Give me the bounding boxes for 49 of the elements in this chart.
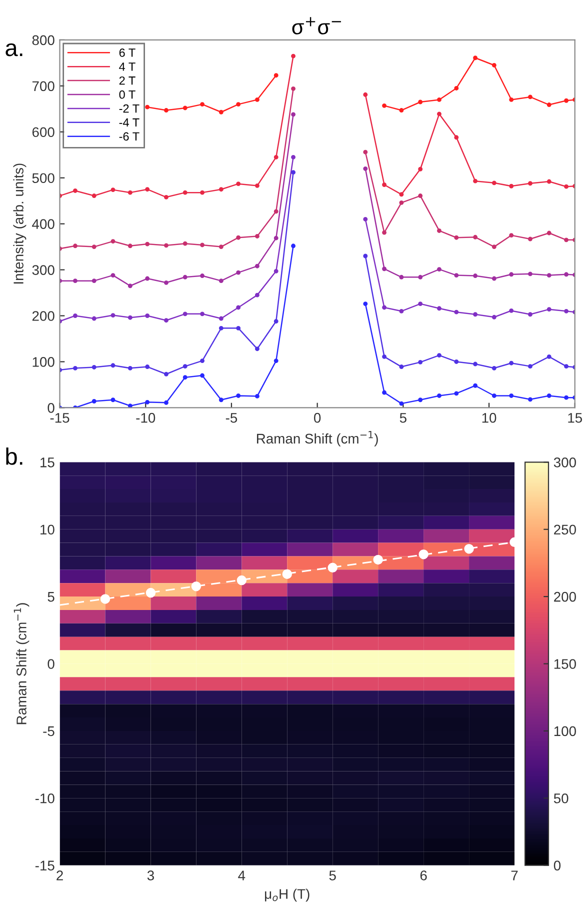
color-bar-label: 150	[554, 659, 576, 669]
x-tick-label: 10	[482, 412, 496, 423]
x-tick-label: 7	[511, 870, 518, 880]
y-axis-title: Intensity (arb. units)	[13, 164, 26, 284]
y-tick-label: 100	[32, 357, 54, 367]
x-tick-label: 2	[56, 870, 63, 880]
color-bar-label: 50	[554, 793, 568, 804]
y-tick-label: -10	[35, 793, 54, 804]
x-tick-label: 3	[147, 870, 154, 880]
x-tick-label: 15	[568, 413, 582, 423]
legend-label: 0 T	[119, 90, 136, 99]
x-tick-label: 4	[238, 870, 246, 880]
legend-label: 6 T	[119, 48, 136, 57]
color-bar-label: 250	[554, 524, 576, 535]
color-bar-label: 200	[554, 592, 576, 602]
color-bar-label: 300	[554, 458, 576, 468]
y-tick-label: -15	[35, 860, 54, 870]
y-tick-label: -5	[43, 726, 54, 736]
x-tick-label: 0	[314, 412, 321, 423]
y-tick-label: 10	[40, 524, 54, 535]
x-tick-label: 5	[400, 413, 406, 423]
color-bar-label: 0	[554, 860, 561, 870]
y-tick-label: 800	[32, 35, 54, 46]
x-tick-label: 5	[329, 870, 336, 880]
x-axis-title: μ$_{o}$H (T)	[265, 888, 310, 902]
y-axis-title: Raman Shift (cm$^{−1}$)	[14, 603, 30, 724]
chart-title: σ$^{+}$σ$^{−}$	[292, 17, 341, 34]
y-tick-label: 500	[32, 173, 54, 184]
legend-label: -6 T	[119, 132, 140, 141]
y-tick-label: 700	[32, 81, 54, 92]
y-tick-label: 300	[32, 265, 54, 275]
legend-label: 2 T	[119, 76, 136, 85]
y-tick-label: 400	[32, 219, 54, 229]
y-tick-label: 15	[40, 458, 54, 468]
x-tick-label: -10	[136, 412, 156, 423]
y-tick-label: 600	[32, 127, 54, 138]
text: b.	[6, 448, 22, 465]
text: a.	[6, 43, 22, 56]
x-axis-title: Raman Shift (cm$^{−1}$)	[257, 431, 378, 446]
y-tick-label: 0	[48, 659, 54, 669]
color-bar-label: 100	[554, 726, 576, 736]
x-tick-label: 6	[420, 870, 427, 880]
y-tick-label: 5	[48, 592, 54, 602]
x-tick-label: -5	[226, 413, 238, 423]
legend-label: -4 T	[119, 118, 140, 127]
y-tick-label: 200	[32, 311, 54, 321]
y-tick-label: 0	[48, 403, 54, 413]
legend-label: 4 T	[119, 62, 136, 71]
legend-label: -2 T	[119, 104, 140, 113]
